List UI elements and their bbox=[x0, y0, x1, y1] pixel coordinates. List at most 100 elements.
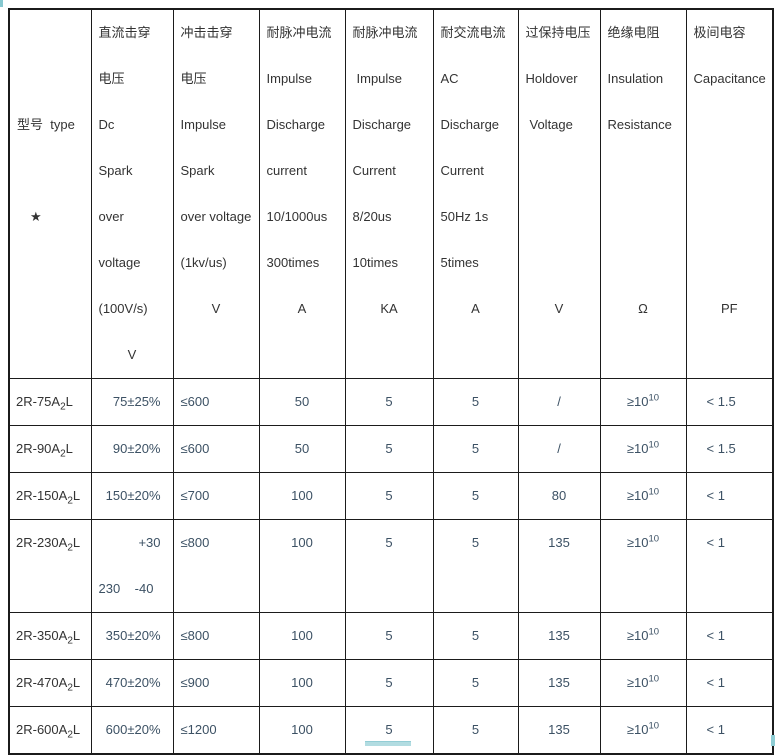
header-cell-capacitance: 极间电容 Capacitance PF bbox=[685, 8, 774, 379]
cell-text: 100 bbox=[291, 535, 313, 550]
header-line: 型号 type bbox=[17, 117, 75, 132]
gdt-specification-table: 型号 type ★ 直流击穿 电压 Dc Spark over voltage (100V/s)… bbox=[8, 8, 774, 755]
cell-text: 5 bbox=[471, 488, 480, 503]
cell-insulation-resistance: ≥1010 bbox=[599, 472, 687, 520]
header-line: 耐交流电流 bbox=[440, 25, 506, 40]
header-line: 电压 bbox=[98, 71, 125, 86]
cell-ac-discharge-current: 5 bbox=[432, 425, 519, 473]
page-corner-mark-bottom-right bbox=[771, 735, 775, 746]
table-row: 2R-90A2L 90±20% ≤600 50 5 5 / ≥1010 < 1.5 bbox=[8, 425, 774, 473]
cell-text: ≥1010 bbox=[626, 392, 660, 409]
cell-model: 2R-230A2L bbox=[8, 519, 92, 613]
header-line: voltage bbox=[98, 255, 141, 270]
cell-holdover-voltage: 135 bbox=[517, 706, 601, 755]
cell-impulse-spark-over-voltage: ≤700 bbox=[172, 472, 260, 520]
header-line: Impulse bbox=[266, 71, 313, 86]
cell-text: +30 bbox=[138, 535, 161, 550]
cell-text: ≥1010 bbox=[626, 533, 660, 550]
cell-impulse-discharge-10-1000us: 100 bbox=[258, 472, 346, 520]
cell-text: 135 bbox=[548, 722, 570, 737]
cell-impulse-discharge-8-20us: 5 bbox=[344, 425, 434, 473]
cell-text: 5 bbox=[471, 722, 480, 737]
header-line: Discharge bbox=[352, 117, 412, 132]
cell-text: 5 bbox=[471, 535, 480, 550]
cell-model: 2R-75A2L bbox=[8, 378, 92, 426]
header-cell-dc-spark-over-voltage: 直流击穿 电压 Dc Spark over voltage (100V/s) V bbox=[90, 8, 174, 379]
cell-holdover-voltage: / bbox=[517, 378, 601, 426]
cell-ac-discharge-current: 5 bbox=[432, 472, 519, 520]
cell-model: 2R-150A2L bbox=[8, 472, 92, 520]
cell-text: 5 bbox=[385, 675, 393, 690]
header-line: 耐脉冲电流 bbox=[266, 25, 332, 40]
header-line: V bbox=[127, 347, 137, 362]
header-cell-ac-discharge-current: 耐交流电流 AC Discharge Current 50Hz 1s 5times A bbox=[432, 8, 519, 379]
cell-text: 2R-600A2L bbox=[16, 722, 81, 741]
cell-text: 230 -40 bbox=[98, 581, 154, 596]
page-corner-mark-top-left bbox=[0, 0, 3, 7]
cell-text: ≥1010 bbox=[626, 626, 660, 643]
cell-dc-spark-over-voltage: 350±20% bbox=[90, 612, 174, 660]
table-row: 2R-230A2L +30 230 -40 ≤800 100 5 5 135 ≥1010 < 1 bbox=[8, 519, 774, 613]
cell-text: ≤700 bbox=[180, 488, 210, 503]
cell-text: < 1 bbox=[706, 488, 725, 503]
header-line bbox=[10, 56, 90, 102]
cell-text: 50 bbox=[294, 441, 310, 456]
cell-model: 2R-90A2L bbox=[8, 425, 92, 473]
cell-dc-spark-over-voltage: 75±25% bbox=[90, 378, 174, 426]
header-line: ★ bbox=[30, 209, 42, 224]
header-line bbox=[10, 240, 90, 286]
header-line bbox=[10, 332, 90, 378]
cell-text: 80 bbox=[551, 488, 567, 503]
header-line: 绝缘电阻 bbox=[607, 25, 660, 40]
cell-impulse-spark-over-voltage: ≤900 bbox=[172, 659, 260, 707]
cell-text: ≥1010 bbox=[626, 673, 660, 690]
header-line: Spark bbox=[180, 163, 215, 178]
cell-text: 5 bbox=[471, 675, 480, 690]
cell-text: 90±20% bbox=[112, 441, 161, 456]
cell-text: 135 bbox=[548, 628, 570, 643]
cell-capacitance: < 1.5 bbox=[685, 425, 774, 473]
header-line: 5times bbox=[440, 255, 479, 270]
header-line: 8/20us bbox=[352, 209, 392, 224]
header-line: (100V/s) bbox=[98, 301, 148, 316]
header-line: Dc bbox=[98, 117, 115, 132]
cell-impulse-discharge-8-20us: 5 bbox=[344, 659, 434, 707]
header-row: 型号 type ★ 直流击穿 电压 Dc Spark over voltage (100V/s)… bbox=[8, 8, 774, 379]
cell-text: 2R-90A2L bbox=[16, 441, 73, 460]
cell-impulse-discharge-8-20us: 5 bbox=[344, 612, 434, 660]
cell-text: 2R-230A2L bbox=[16, 535, 81, 554]
header-cell-impulse-spark-over-voltage: 冲击击穿 电压 Impulse Spark over voltage (1kv/us) V bbox=[172, 8, 260, 379]
cell-text: 5 bbox=[385, 441, 393, 456]
cell-dc-spark-over-voltage: 470±20% bbox=[90, 659, 174, 707]
header-line bbox=[10, 286, 90, 332]
cell-capacitance: < 1.5 bbox=[685, 378, 774, 426]
cell-capacitance: < 1 bbox=[685, 659, 774, 707]
cell-holdover-voltage: 80 bbox=[517, 472, 601, 520]
cell-capacitance: < 1 bbox=[685, 519, 774, 613]
table-drag-handle[interactable] bbox=[365, 741, 411, 746]
header-line bbox=[601, 240, 685, 286]
cell-text: ≤900 bbox=[180, 675, 210, 690]
header-line bbox=[601, 148, 685, 194]
cell-text: < 1 bbox=[706, 628, 725, 643]
header-line: 冲击击穿 bbox=[180, 25, 233, 40]
cell-text: 100 bbox=[291, 722, 313, 737]
cell-ac-discharge-current: 5 bbox=[432, 612, 519, 660]
header-line: A bbox=[471, 301, 480, 316]
cell-text: ≤800 bbox=[180, 535, 210, 550]
header-line: Holdover bbox=[525, 71, 578, 86]
header-line: Spark bbox=[98, 163, 133, 178]
cell-text: 350±20% bbox=[105, 628, 161, 643]
header-line bbox=[519, 194, 599, 240]
cell-insulation-resistance: ≥1010 bbox=[599, 612, 687, 660]
header-line: 极间电容 bbox=[693, 25, 746, 40]
header-line bbox=[687, 102, 772, 148]
cell-dc-spark-over-voltage: 150±20% bbox=[90, 472, 174, 520]
header-line: A bbox=[297, 301, 307, 316]
cell-insulation-resistance: ≥1010 bbox=[599, 425, 687, 473]
header-line: 耐脉冲电流 bbox=[352, 25, 418, 40]
cell-text: 75±25% bbox=[112, 394, 161, 409]
header-line: 50Hz 1s bbox=[440, 209, 489, 224]
header-cell-holdover-voltage: 过保持电压 Holdover Voltage V bbox=[517, 8, 601, 379]
header-line: V bbox=[211, 301, 221, 316]
